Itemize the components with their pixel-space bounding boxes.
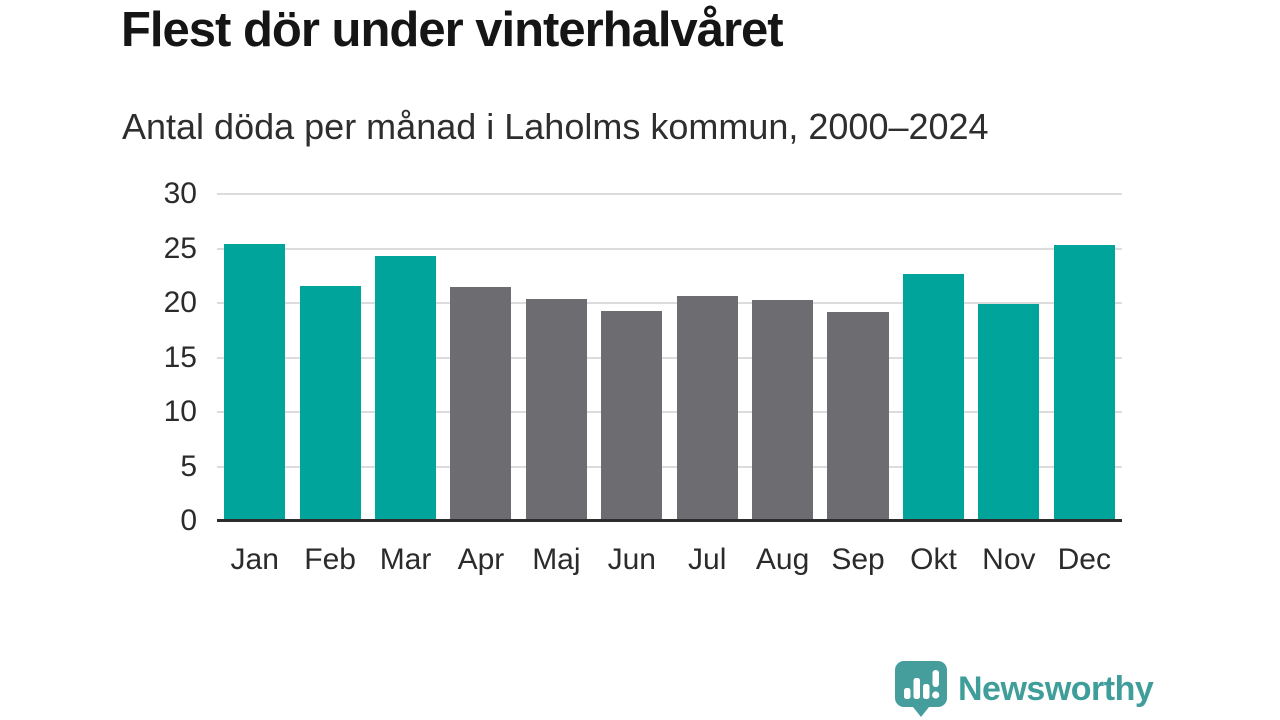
logo-exclamation-stem <box>932 670 939 687</box>
chart-subtitle: Antal döda per månad i Laholms kommun, 2… <box>122 106 989 147</box>
bar-slot-dec <box>1047 194 1122 521</box>
bar-slot-apr <box>443 194 518 521</box>
y-tick-label-5: 5 <box>180 449 197 483</box>
bar-slot-okt <box>896 194 971 521</box>
bar-slot-jan <box>217 194 292 521</box>
bar-maj <box>525 298 587 521</box>
bar-slot-nov <box>971 194 1046 521</box>
bar-jul <box>676 296 738 521</box>
x-tick-label-okt: Okt <box>910 543 957 576</box>
bar-sep <box>827 311 889 521</box>
x-tick-label-aug: Aug <box>755 543 810 576</box>
x-axis-baseline <box>217 519 1122 522</box>
bar-nov <box>978 304 1040 521</box>
bar-slot-sep <box>820 194 895 521</box>
y-tick-label-10: 10 <box>163 395 197 428</box>
gridline-20 <box>217 302 1122 304</box>
brand-name: Newsworthy <box>958 669 1154 708</box>
bar-mar <box>374 256 437 521</box>
y-axis-labels: 0 5 10 15 20 25 30 <box>90 179 197 536</box>
x-tick-label-sep: Sep <box>831 543 885 576</box>
logo-bar-tall <box>913 678 920 699</box>
x-tick-label-jul: Jul <box>688 543 727 576</box>
y-tick-label-0: 0 <box>180 504 197 537</box>
bar-feb <box>299 285 361 521</box>
x-tick-label-maj: Maj <box>532 543 581 576</box>
bar-slot-aug <box>745 194 820 521</box>
bar-dec <box>1053 245 1115 521</box>
bars-layer <box>217 194 1122 521</box>
x-tick-label-jun: Jun <box>607 543 656 576</box>
logo-bar-mid <box>923 684 930 699</box>
bar-slot-maj <box>519 194 594 521</box>
bar-aug <box>752 299 814 521</box>
bar-jan <box>224 244 286 521</box>
x-tick-label-nov: Nov <box>982 543 1036 576</box>
logo-bar-short <box>904 688 911 699</box>
bar-slot-mar <box>368 194 443 521</box>
x-tick-label-feb: Feb <box>304 543 356 576</box>
bar-slot-jul <box>670 194 745 521</box>
gridline-15 <box>217 356 1122 359</box>
x-tick-label-mar: Mar <box>379 543 432 576</box>
bar-jun <box>601 310 663 521</box>
x-tick-label-apr: Apr <box>457 543 505 576</box>
bar-apr <box>450 286 512 521</box>
y-tick-label-15: 15 <box>163 340 197 374</box>
x-axis-labels: Jan Feb Mar Apr Maj Jun Jul Aug Sep Okt Nov Dec <box>217 543 1122 579</box>
chart-title: Flest dör under vinterhalvåret <box>121 3 784 57</box>
y-tick-label-20: 20 <box>163 286 197 319</box>
gridline-5 <box>217 465 1122 468</box>
plot-area <box>217 193 1122 522</box>
gridline-10 <box>217 411 1122 413</box>
bar-slot-feb <box>292 194 367 521</box>
newsworthy-logo-icon <box>895 661 947 717</box>
x-tick-label-dec: Dec <box>1057 543 1111 576</box>
y-tick-label-30: 30 <box>163 177 197 210</box>
bar-slot-jun <box>594 194 669 521</box>
gridline-25 <box>217 247 1122 250</box>
gridline-30 <box>217 193 1122 195</box>
y-tick-label-25: 25 <box>163 231 197 265</box>
logo-exclamation-dot <box>932 691 940 699</box>
x-tick-label-jan: Jan <box>230 543 279 576</box>
bar-okt <box>902 273 964 521</box>
brand-footer: Newsworthy <box>895 661 1154 717</box>
